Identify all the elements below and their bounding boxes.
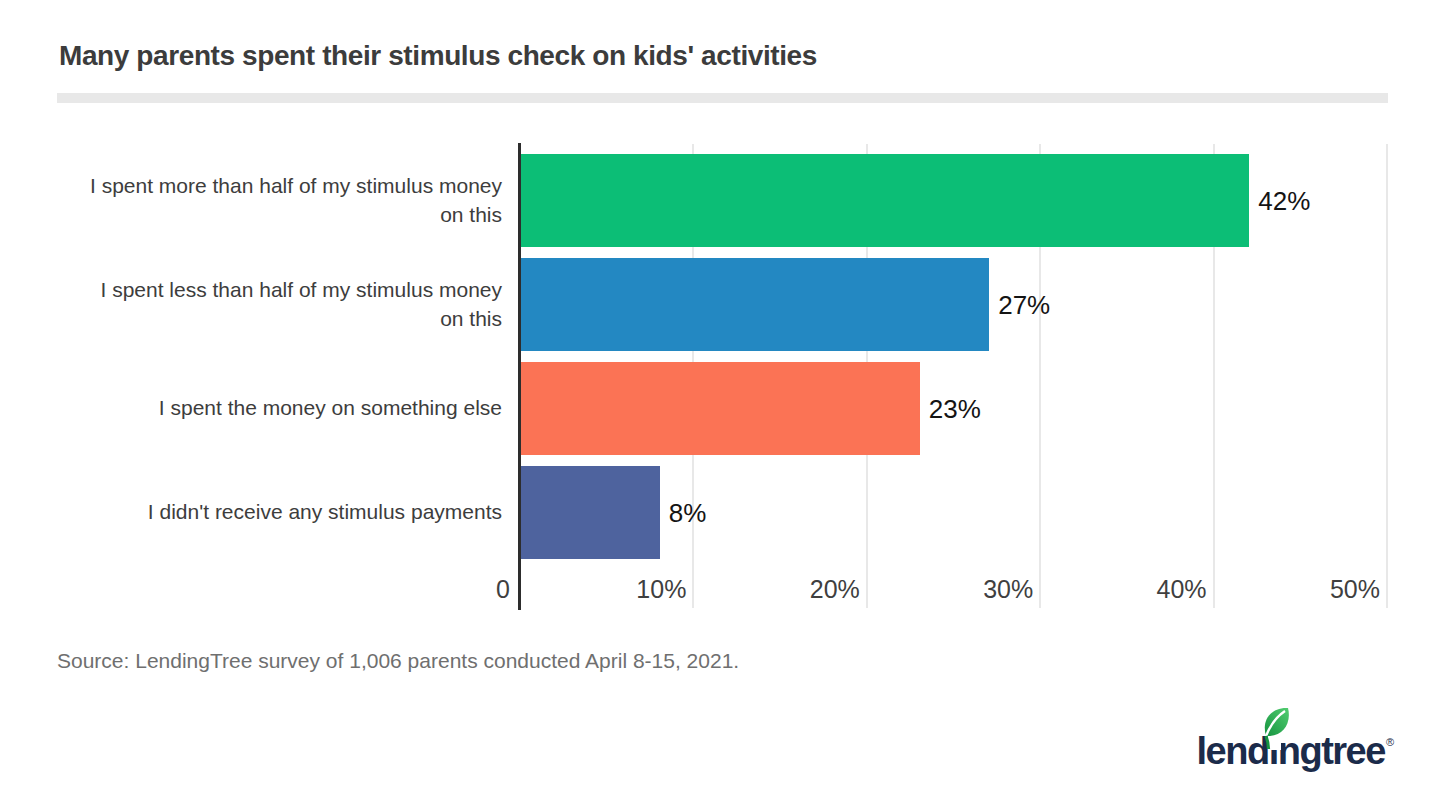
category-label: I spent the money on something else bbox=[40, 362, 502, 455]
category-label: I spent less than half of my stimulus mo… bbox=[40, 258, 502, 351]
source-note: Source: LendingTree survey of 1,006 pare… bbox=[57, 649, 739, 673]
lendingtree-logo: lendingtree® bbox=[1197, 732, 1394, 780]
gridline bbox=[1386, 144, 1388, 608]
value-label: 42% bbox=[1258, 185, 1310, 216]
bar bbox=[521, 258, 989, 351]
logo-wordmark: lendingtree® bbox=[1197, 732, 1394, 770]
category-label: I spent more than half of my stimulus mo… bbox=[40, 154, 502, 247]
value-label: 27% bbox=[998, 289, 1050, 320]
page-title: Many parents spent their stimulus check … bbox=[59, 40, 817, 72]
x-tick-label: 20% bbox=[810, 575, 860, 604]
bar bbox=[521, 466, 660, 559]
infographic: Many parents spent their stimulus check … bbox=[0, 0, 1454, 810]
x-tick-label: 30% bbox=[983, 575, 1033, 604]
registered-mark: ® bbox=[1386, 736, 1394, 748]
bar-chart: 0 10% 20% 30% 40% 50% I spent more than half o… bbox=[0, 143, 1454, 610]
leaf-icon bbox=[1257, 705, 1293, 757]
x-tick-label: 10% bbox=[636, 575, 686, 604]
x-tick-label: 0 bbox=[496, 575, 510, 604]
category-label: I didn't receive any stimulus payments bbox=[40, 466, 502, 559]
x-tick-label: 40% bbox=[1157, 575, 1207, 604]
value-label: 23% bbox=[929, 393, 981, 424]
bar bbox=[521, 362, 920, 455]
logo-text-part2: ngtree bbox=[1278, 730, 1385, 772]
title-divider bbox=[57, 93, 1388, 103]
x-tick-label: 50% bbox=[1330, 575, 1380, 604]
bar bbox=[521, 154, 1249, 247]
value-label: 8% bbox=[669, 497, 707, 528]
